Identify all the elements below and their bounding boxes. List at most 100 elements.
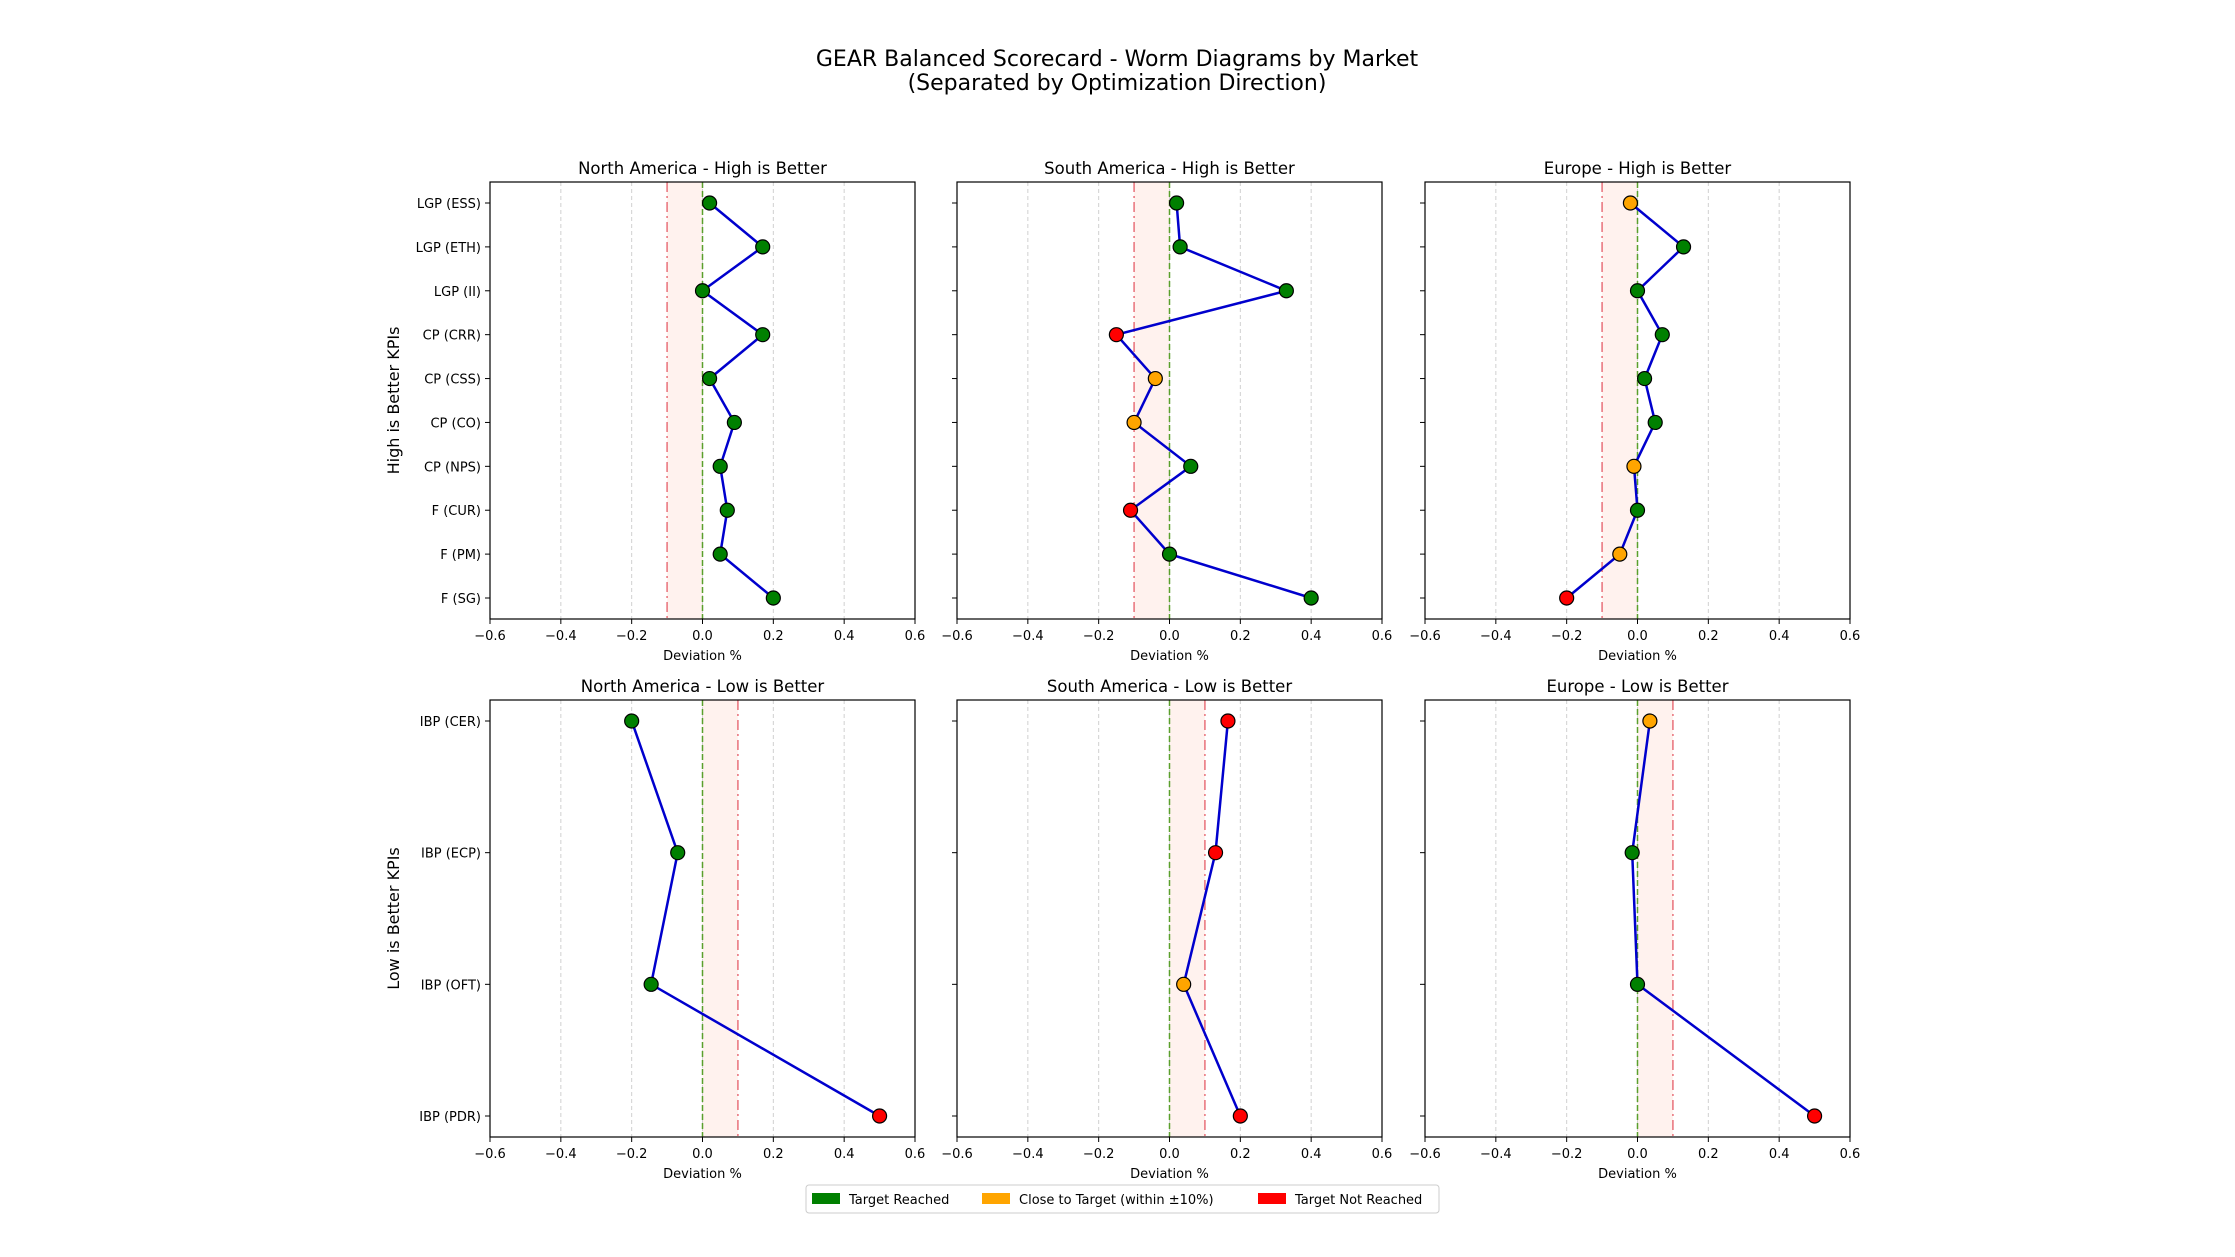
x-tick-label: −0.6 [1409, 1147, 1441, 1162]
subplot-2: −0.6 −0.4 −0.2 0.0 0.2 0.4 0.6 South America - … [941, 159, 1392, 664]
y-axis-label: Low is Better KPIs [384, 847, 403, 990]
data-point [694, 283, 711, 299]
series-line [700, 202, 775, 599]
subplot-title: South America - Low is Better [1047, 677, 1292, 696]
subplot-title: North America - High is Better [578, 159, 827, 178]
x-axis-label: Deviation % [1598, 649, 1677, 664]
x-tick-label: −0.6 [474, 629, 506, 644]
subplot-4: −0.6 −0.4 −0.2 0.0 0.2 0.4 0.6 IBP (CER) IBP (EC… [384, 677, 925, 1182]
panels: −0.6 −0.4 −0.2 0.0 0.2 0.4 0.6 LGP (ESS) LGP (ET… [384, 159, 1860, 1182]
x-tick-label: 0.0 [1159, 1147, 1180, 1162]
y-tick-label: IBP (OFT) [421, 978, 481, 993]
x-tick-label: −0.6 [1409, 629, 1441, 644]
x-tick-label: 0.4 [1769, 1147, 1790, 1162]
data-point [1183, 458, 1199, 474]
y-axis-label: High is Better KPIs [384, 327, 403, 475]
data-point [670, 845, 686, 861]
tolerance-band [667, 182, 703, 619]
subplot-title: North America - Low is Better [581, 677, 825, 696]
x-tick-label: 0.0 [1159, 629, 1180, 644]
x-tick-label: 0.4 [1301, 629, 1322, 644]
y-tick-label: F (SG) [441, 592, 481, 607]
x-tick-label: −0.4 [545, 1147, 577, 1162]
data-point [1303, 590, 1319, 606]
x-tick-label: 0.4 [834, 1147, 855, 1162]
x-tick-label: 0.2 [1698, 629, 1719, 644]
legend-item: Close to Target (within ±10%) [982, 1193, 1214, 1208]
x-tick-label: −0.4 [1012, 629, 1044, 644]
x-tick-label: −0.2 [1551, 1147, 1583, 1162]
x-tick-label: 0.6 [1372, 629, 1393, 644]
subplot-3: −0.6 −0.4 −0.2 0.0 0.2 0.4 0.6 Europe - High is… [1409, 159, 1860, 664]
legend-swatch [982, 1193, 1010, 1204]
x-tick-label: −0.2 [616, 1147, 648, 1162]
x-tick-label: −0.6 [941, 629, 973, 644]
series-line [1182, 720, 1242, 1117]
legend-label: Target Not Reached [1294, 1193, 1422, 1208]
legend-label: Close to Target (within ±10%) [1019, 1193, 1214, 1208]
x-tick-label: −0.2 [1551, 629, 1583, 644]
y-tick-label: IBP (ECP) [421, 847, 481, 862]
data-point [755, 327, 771, 343]
data-point [1220, 713, 1236, 729]
x-tick-label: 0.0 [1627, 1147, 1648, 1162]
x-tick-label: 0.6 [1840, 629, 1861, 644]
data-point [1675, 239, 1692, 255]
tolerance-band [1602, 182, 1638, 619]
data-point [1278, 283, 1294, 299]
tolerance-band [702, 700, 738, 1137]
data-point [712, 546, 728, 562]
data-point [1126, 414, 1142, 431]
series-line [1114, 202, 1312, 600]
x-tick-label: 0.6 [1372, 1147, 1393, 1162]
x-tick-label: −0.6 [474, 1147, 506, 1162]
x-tick-label: −0.4 [1480, 629, 1512, 644]
data-point [755, 239, 771, 255]
legend-swatch [812, 1193, 840, 1204]
y-tick-label: CP (CRR) [423, 329, 481, 344]
y-tick-label: CP (NPS) [424, 460, 481, 475]
y-tick-label: LGP (II) [434, 285, 481, 300]
data-point [1612, 546, 1628, 562]
x-tick-label: 0.2 [1698, 1147, 1719, 1162]
x-tick-label: −0.2 [1083, 1147, 1115, 1162]
subplot-1: −0.6 −0.4 −0.2 0.0 0.2 0.4 0.6 LGP (ESS) LGP (ET… [384, 159, 925, 664]
subplot-title: Europe - Low is Better [1547, 677, 1729, 696]
x-tick-label: 0.4 [1301, 1147, 1322, 1162]
x-tick-label: 0.2 [763, 629, 784, 644]
data-point [1624, 845, 1640, 861]
x-tick-label: −0.2 [616, 629, 648, 644]
y-tick-label: CP (CSS) [424, 373, 481, 388]
data-point [1108, 327, 1124, 343]
x-tick-label: 0.6 [905, 1147, 926, 1162]
data-point [1559, 590, 1575, 606]
data-point [1147, 370, 1163, 387]
series-line [1630, 720, 1816, 1118]
data-point [1806, 1108, 1823, 1124]
data-point [1654, 327, 1670, 343]
figure-title-line2: (Separated by Optimization Direction) [908, 71, 1327, 96]
x-tick-label: 0.2 [1230, 629, 1251, 644]
data-point [701, 195, 718, 211]
subplot-title: South America - High is Better [1044, 159, 1295, 178]
data-point [726, 414, 742, 431]
x-tick-label: 0.6 [905, 629, 926, 644]
legend-label: Target Reached [848, 1193, 949, 1208]
data-point [765, 590, 781, 606]
data-point [1161, 546, 1178, 562]
legend-item: Target Reached [812, 1193, 949, 1208]
x-tick-label: −0.4 [545, 629, 577, 644]
x-axis-label: Deviation % [1130, 649, 1209, 664]
data-point [1207, 845, 1224, 861]
subplot-5: −0.6 −0.4 −0.2 0.0 0.2 0.4 0.6 South America - … [941, 677, 1392, 1182]
x-tick-label: 0.4 [834, 629, 855, 644]
x-axis-label: Deviation % [663, 1167, 742, 1182]
subplot-6: −0.6 −0.4 −0.2 0.0 0.2 0.4 0.6 Europe - Low is … [1409, 677, 1860, 1182]
data-point [1122, 502, 1139, 518]
x-tick-label: −0.2 [1083, 629, 1115, 644]
figure-title-line1: GEAR Balanced Scorecard - Worm Diagrams … [816, 47, 1419, 72]
data-point [1176, 976, 1192, 992]
legend-frame [805, 1184, 1440, 1214]
data-point [712, 458, 728, 474]
